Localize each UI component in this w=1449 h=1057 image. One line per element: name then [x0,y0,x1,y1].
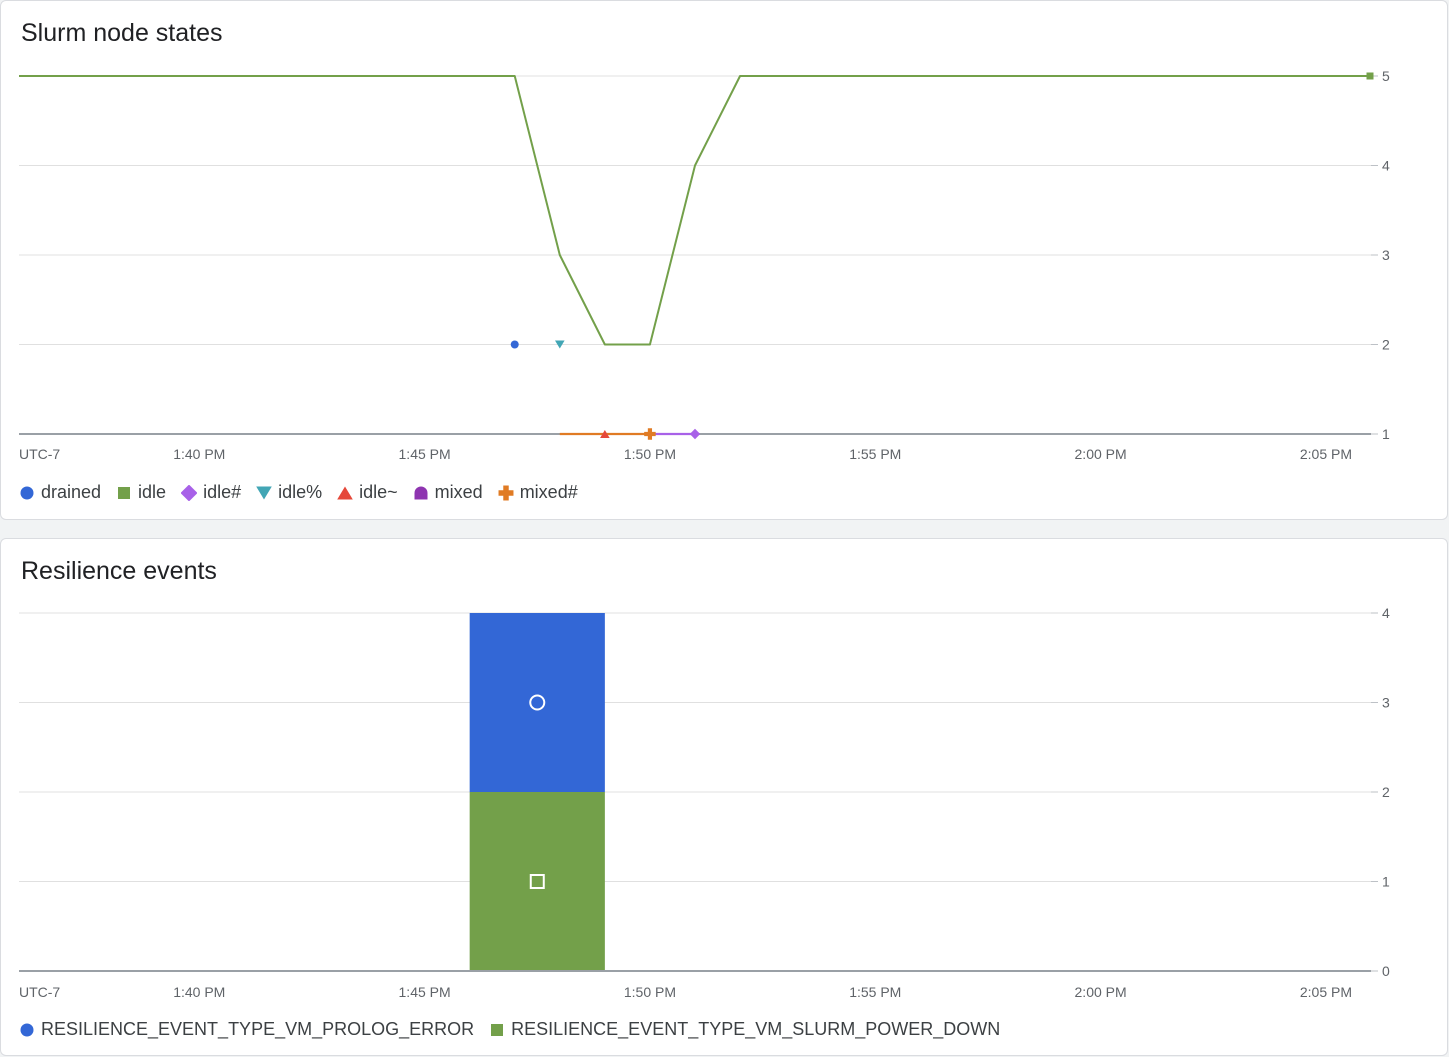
x-tick-label: 1:40 PM [173,984,225,1000]
x-tick-label: 2:00 PM [1075,984,1127,1000]
legend-item[interactable]: drained [19,482,101,503]
legend-item[interactable]: mixed# [498,482,578,503]
legend-item[interactable]: mixed [413,482,483,503]
y-tick-label: 5 [1382,68,1390,84]
node-states-legend: drained idle idle# idle% idle~ mixed mixed# [19,482,593,503]
legend-label: idle [138,482,167,502]
triangle-down-icon [256,486,272,499]
y-tick-label: 4 [1382,158,1390,174]
chart-title: Resilience events [21,557,217,585]
legend-item[interactable]: idle [116,482,166,503]
data-point [600,430,610,438]
timezone-label: UTC-7 [19,984,60,1000]
x-tick-label: 1:55 PM [849,446,901,462]
stacked-bar-segment [469,613,605,792]
data-point [689,428,701,440]
legend-item[interactable]: RESILIENCE_EVENT_TYPE_VM_PROLOG_ERROR [19,1019,474,1040]
timezone-label: UTC-7 [19,446,60,462]
data-point [644,428,656,440]
legend-label: RESILIENCE_EVENT_TYPE_VM_PROLOG_ERROR [41,1019,475,1039]
bar-marker [529,874,545,889]
square-icon [118,486,131,499]
resilience-events-card: Resilience events 0 1 2 3 4 UTC-7 1:40 PM 1:45 … [0,538,1448,1056]
bar-marker [529,694,546,711]
x-tick-label: 1:45 PM [399,446,451,462]
x-tick-label: 1:50 PM [624,446,676,462]
square-icon [491,1023,504,1036]
x-tick-label: 2:05 PM [1300,984,1352,1000]
legend-item[interactable]: idle~ [337,482,398,503]
series-line-idle [19,75,1371,346]
legend-label: mixed [434,482,483,502]
resilience-events-chart: 0 1 2 3 4 UTC-7 1:40 PM 1:45 PM 1:50 PM 1:55 PM 2:… [19,605,1390,1000]
x-tick-label: 2:00 PM [1075,446,1127,462]
y-tick-label: 1 [1382,426,1390,442]
y-tick-label: 3 [1382,695,1390,711]
x-tick-label: 1:55 PM [849,984,901,1000]
x-tick-label: 1:50 PM [624,984,676,1000]
plus-icon [498,485,514,500]
legend-item[interactable]: idle% [256,482,322,503]
x-tick-label: 2:05 PM [1300,446,1352,462]
circle-icon [20,1023,34,1036]
circle-icon [20,486,34,499]
legend-label: idle# [203,482,242,502]
y-tick-label: 4 [1382,605,1390,621]
legend-label: RESILIENCE_EVENT_TYPE_VM_SLURM_POWER_DOW… [511,1019,1001,1039]
legend-item[interactable]: idle# [181,482,241,503]
data-point [555,340,565,349]
legend-label: drained [41,482,102,502]
data-point [510,340,519,349]
resilience-events-legend: RESILIENCE_EVENT_TYPE_VM_PROLOG_ERROR RES… [19,1019,1015,1040]
x-tick-label: 1:45 PM [399,984,451,1000]
legend-label: mixed# [519,482,578,502]
node-states-chart: 1 2 3 4 5 UTC-7 1:40 PM 1:45 PM 1:50 PM 1:55 PM 2:… [19,68,1390,462]
legend-label: idle% [278,482,323,502]
y-tick-label: 3 [1382,247,1390,263]
legend-label: idle~ [359,482,398,502]
y-tick-label: 2 [1382,784,1390,800]
data-point [1366,72,1374,80]
y-tick-label: 0 [1382,963,1390,979]
chart-title: Slurm node states [21,19,223,47]
diamond-icon [181,484,198,501]
half-circle-icon [414,486,428,499]
y-tick-label: 1 [1382,874,1390,890]
triangle-up-icon [337,486,353,499]
x-tick-label: 1:40 PM [173,446,225,462]
node-states-card: Slurm node states 1 2 3 4 5 UTC-7 1:40 PM 1:45 … [0,0,1448,520]
legend-item[interactable]: RESILIENCE_EVENT_TYPE_VM_SLURM_POWER_DOW… [489,1019,1000,1040]
stacked-bar-segment [469,792,605,971]
y-tick-label: 2 [1382,337,1390,353]
